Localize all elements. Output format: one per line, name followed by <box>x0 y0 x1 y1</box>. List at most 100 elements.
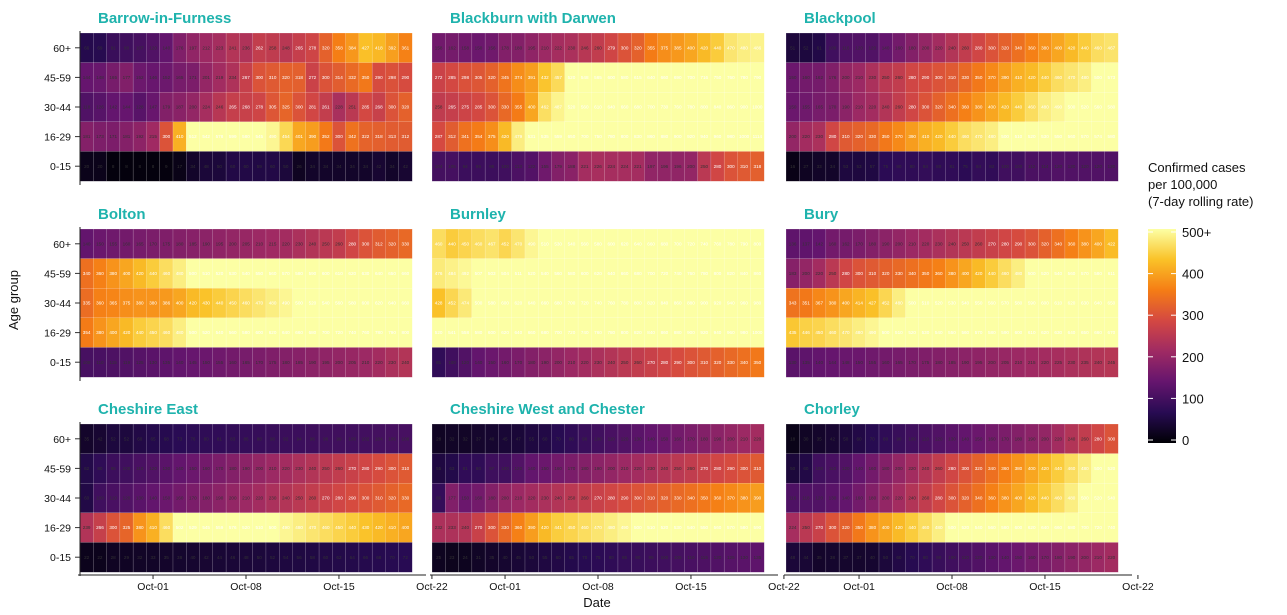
cell-value-label: 490 <box>282 525 290 530</box>
cell-value-label: 126 <box>96 105 104 110</box>
cell-value-label: 580 <box>295 271 303 276</box>
panel-burnley: Burnley 460 440 450 460 467 452 470 490 510 530 540… <box>431 206 765 378</box>
cell-value-label: 240 <box>309 241 317 246</box>
cell-value-label: 70 <box>870 436 876 441</box>
cell-value-label: 1000 <box>739 134 750 139</box>
cell-value-label: 100 <box>815 466 823 471</box>
cell-value-label: 440 <box>714 45 722 50</box>
cell-value-label: 470 <box>309 525 317 530</box>
cell-value-label: 384 <box>348 45 356 50</box>
cell-value-label: 220 <box>802 134 810 139</box>
cell-value-label: 335 <box>83 301 91 306</box>
cell-value-label: 900 <box>700 301 708 306</box>
cell-value-label: 45 <box>516 555 522 560</box>
cell-value-label: 106 <box>388 436 396 441</box>
cell-value-label: 200 <box>988 360 996 365</box>
cell-value-label: 740 <box>674 271 682 276</box>
cell-value-label: 92 <box>283 436 289 441</box>
panel-title: Bolton <box>98 206 145 223</box>
cell-value-label: 560 <box>988 301 996 306</box>
cell-value-label: 470 <box>975 134 983 139</box>
cell-value-label: 35 <box>489 555 495 560</box>
cell-value-label: 320 <box>855 134 863 139</box>
cell-value-label: 540 <box>935 330 943 335</box>
cell-value-label: 500 <box>634 525 642 530</box>
cell-value-label: 32 <box>137 555 143 560</box>
cell-value-label: 510 <box>895 330 903 335</box>
cell-value-label: 190 <box>882 241 890 246</box>
cell-value-label: 355 <box>647 45 655 50</box>
cell-value-label: 520 <box>242 525 250 530</box>
cell-value-label: 305 <box>475 75 483 80</box>
cell-value-label: 550 <box>700 525 708 530</box>
cell-value-label: 81 <box>463 466 469 471</box>
cell-value-label: 720 <box>568 330 576 335</box>
cell-value-label: 460 <box>1068 466 1076 471</box>
cell-value-label: 200 <box>922 45 930 50</box>
cell-value-label: 120 <box>868 45 876 50</box>
cell-value-label: 17 <box>177 164 183 169</box>
cell-value-label: 480 <box>1068 496 1076 501</box>
cell-value-label: 100 <box>123 466 131 471</box>
cell-value-label: 510 <box>255 525 263 530</box>
cell-value-label: 780 <box>607 134 615 139</box>
cell-value-label: 440 <box>348 525 356 530</box>
cell-value-label: 160 <box>501 360 509 365</box>
panel-title: Blackpool <box>804 10 876 27</box>
cell-value-label: 100 <box>448 360 456 365</box>
cell-value-label: 98 <box>323 436 329 441</box>
cell-value-label: 120 <box>621 436 629 441</box>
cell-value-label: 500 <box>1068 105 1076 110</box>
cell-value-label: 780 <box>727 241 735 246</box>
panel-title: Barrow-in-Furness <box>98 10 231 27</box>
cell-value-label: 220 <box>935 45 943 50</box>
cell-value-label: 113 <box>515 164 523 169</box>
cell-value-label: 215 <box>1028 360 1036 365</box>
cell-value-label: 490 <box>621 525 629 530</box>
cell-value-label: 75 <box>595 555 601 560</box>
cell-value-label: 750 <box>714 75 722 80</box>
cell-value-label: 100 <box>1015 164 1023 169</box>
cell-value-label: 120 <box>1068 164 1076 169</box>
cell-value-label: 740 <box>700 241 708 246</box>
x-tick-label: Oct-08 <box>230 581 262 593</box>
cell-value-label: 476 <box>435 271 443 276</box>
x-tick-label: Oct-22 <box>416 581 448 593</box>
cell-value-label: 144 <box>123 105 131 110</box>
cell-value-label: 181 <box>123 134 131 139</box>
cell-value-label: 265 <box>448 105 456 110</box>
legend-tick-label: 100 <box>1182 391 1204 406</box>
cell-value-label: 50 <box>843 436 849 441</box>
cell-value-label: 600 <box>581 271 589 276</box>
cell-value-label: 290 <box>402 75 410 80</box>
x-tick-label: Oct-08 <box>582 581 614 593</box>
cell-value-label: 40 <box>502 555 508 560</box>
cell-value-label: 800 <box>402 330 410 335</box>
cell-value-label: 165 <box>176 75 184 80</box>
cell-value-label: 750 <box>594 134 602 139</box>
cell-value-label: 60 <box>542 436 548 441</box>
cell-value-label: 760 <box>727 75 735 80</box>
cell-value-label: 330 <box>868 134 876 139</box>
cell-value-label: 380 <box>136 525 144 530</box>
cell-value-label: 486 <box>754 45 762 50</box>
cell-value-label: 580 <box>1001 525 1009 530</box>
cell-value-label: 102 <box>362 436 370 441</box>
cell-value-label: 960 <box>714 134 722 139</box>
cell-value-label: 60 <box>137 436 143 441</box>
cell-value-label: 68 <box>164 436 170 441</box>
cell-value-label: 140 <box>528 466 536 471</box>
cell-value-label: 183 <box>789 271 797 276</box>
cell-value-label: 300 <box>388 105 396 110</box>
legend-tick-label: 300 <box>1182 308 1204 323</box>
cell-value-label: 275 <box>461 105 469 110</box>
cell-value-label: 590 <box>1001 330 1009 335</box>
cell-value-label: 420 <box>935 134 943 139</box>
cell-value-label: 400 <box>1015 496 1023 501</box>
cell-value-label: 620 <box>269 330 277 335</box>
cell-value-label: 42 <box>204 555 210 560</box>
cell-value-label: 190 <box>309 360 317 365</box>
cell-value-label: 520 <box>908 330 916 335</box>
cell-value-label: 340 <box>988 466 996 471</box>
cell-value-label: 83 <box>230 436 236 441</box>
